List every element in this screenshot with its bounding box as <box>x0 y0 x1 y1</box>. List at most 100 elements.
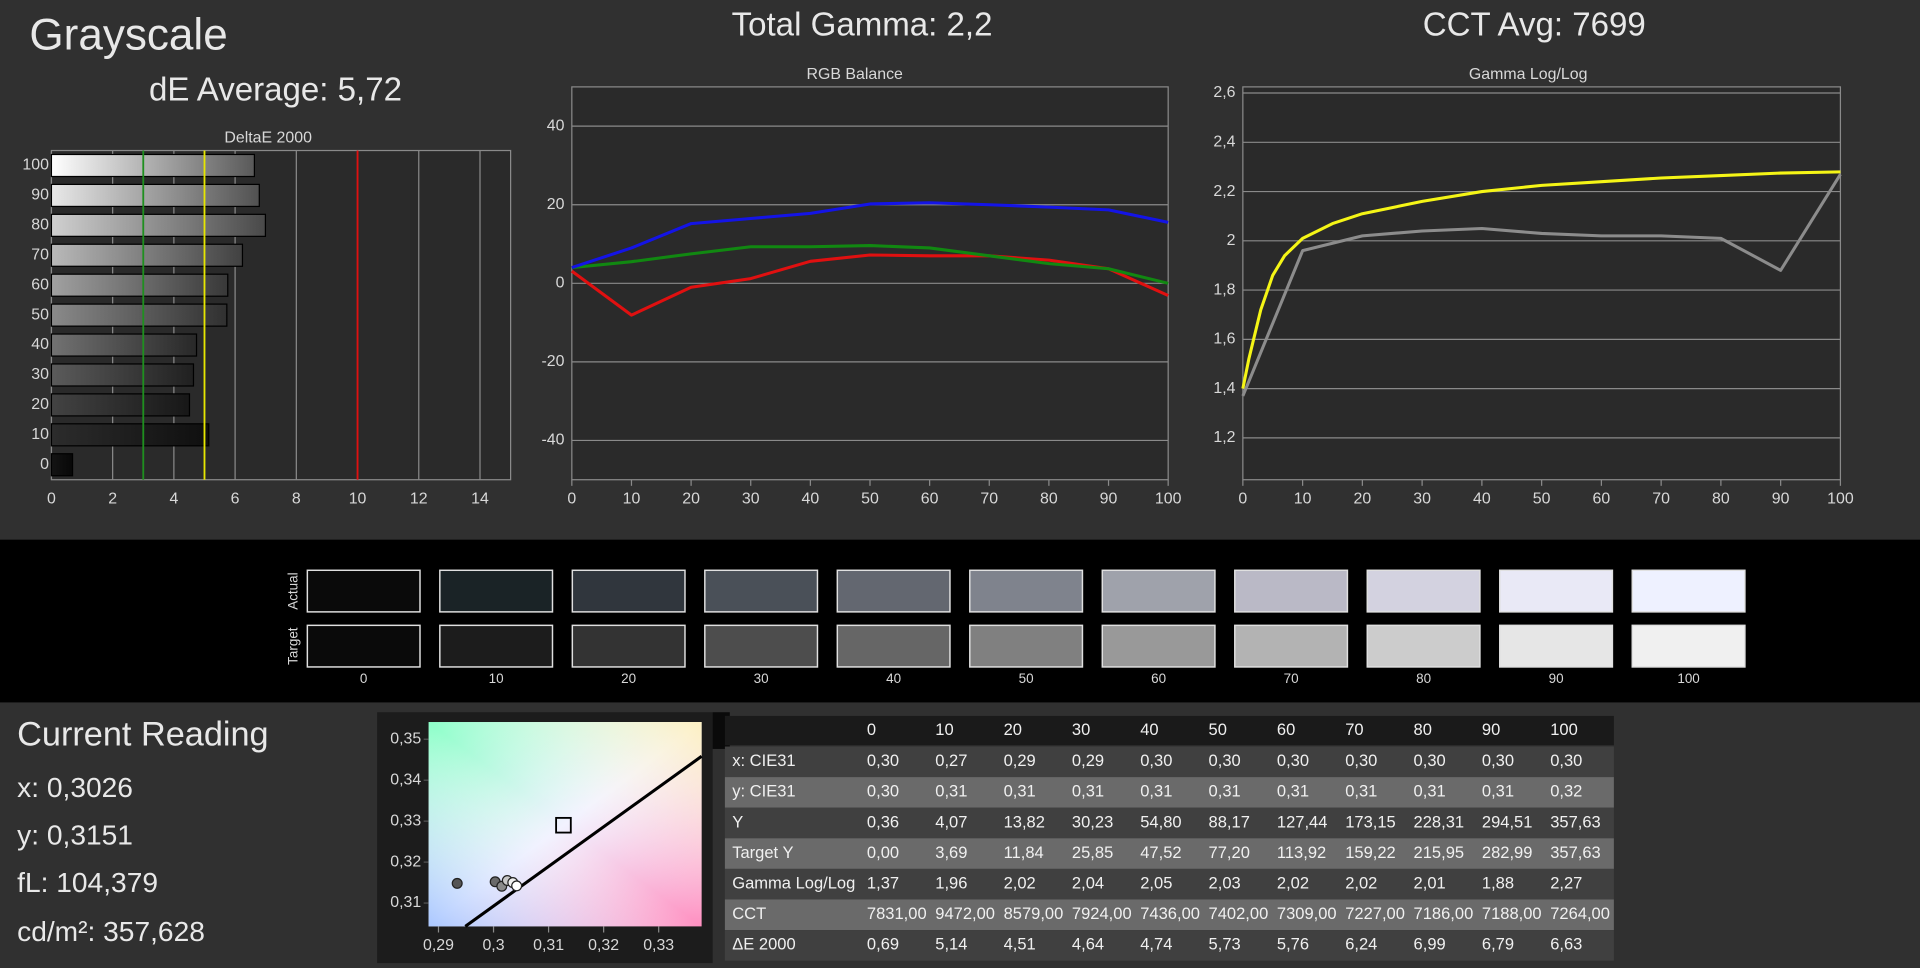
table-cell: 7227,00 <box>1345 904 1405 923</box>
target-point <box>555 816 572 834</box>
x-tick-label: 6 <box>231 491 240 508</box>
table-cell: 7402,00 <box>1209 904 1269 923</box>
x-tick-label: 50 <box>1533 491 1551 508</box>
table-row-label: Y <box>732 812 743 831</box>
table-row <box>724 930 1614 961</box>
y-category-label: 0 <box>40 456 49 473</box>
bar <box>50 153 255 178</box>
table-cell: 357,63 <box>1550 812 1601 831</box>
swatch-row-label: Actual <box>285 572 300 609</box>
table-cell: 0,30 <box>867 751 899 770</box>
reading-line: x: 0,3026 <box>17 772 133 803</box>
y-tick-label: 0,33 <box>390 812 421 829</box>
bar <box>50 213 267 237</box>
plot-area <box>1242 86 1842 481</box>
table-cell: 7188,00 <box>1482 904 1542 923</box>
table-cell: 30,23 <box>1072 812 1113 831</box>
table-cell: 4,07 <box>935 812 967 831</box>
y-tick-label: 2 <box>1227 232 1236 249</box>
y-category-label: 30 <box>31 366 49 383</box>
table-row-label: Target Y <box>732 843 793 862</box>
x-tick-label: 60 <box>1593 491 1611 508</box>
table-cell: 0,31 <box>1209 782 1241 801</box>
table-cell: 0,31 <box>1482 782 1514 801</box>
y-tick-label: 0,35 <box>390 730 421 747</box>
swatch-panel <box>0 539 1920 703</box>
table-cell: 0,00 <box>867 843 899 862</box>
actual-swatch <box>1631 569 1746 613</box>
table-cell: 0,30 <box>1140 751 1172 770</box>
target-swatch <box>1101 624 1216 668</box>
x-tick-label: 0,32 <box>588 937 619 954</box>
swatch-level-label: 90 <box>1549 671 1564 686</box>
table-row-label: Gamma Log/Log <box>732 874 855 893</box>
x-tick-label: 20 <box>682 491 700 508</box>
x-tick-label: 4 <box>169 491 178 508</box>
swatch-level-label: 30 <box>754 671 769 686</box>
table-cell: 0,31 <box>1072 782 1104 801</box>
table-row <box>724 807 1614 839</box>
x-tick-label: 0,31 <box>533 937 564 954</box>
x-tick-label: 50 <box>861 491 879 508</box>
table-cell: 4,64 <box>1072 935 1104 954</box>
x-tick-label: 2 <box>108 491 117 508</box>
table-column-header: 30 <box>1072 720 1090 739</box>
table-cell: 2,27 <box>1550 874 1582 893</box>
total-gamma: Total Gamma: 2,2 <box>732 7 993 44</box>
measured-point <box>511 880 523 892</box>
table-cell: 113,92 <box>1277 843 1326 862</box>
swatch-level-label: 20 <box>621 671 636 686</box>
table-cell: 0,31 <box>935 782 967 801</box>
table-cell: 11,84 <box>1004 843 1044 862</box>
actual-swatch <box>1499 569 1614 613</box>
table-cell: 5,14 <box>935 935 967 954</box>
table-column-header: 10 <box>935 720 953 739</box>
table-cell: 0,32 <box>1550 782 1582 801</box>
table-cell: 54,80 <box>1140 812 1181 831</box>
table-cell: 0,36 <box>867 812 899 831</box>
y-category-label: 100 <box>22 157 49 174</box>
x-tick-label: 0 <box>567 491 576 508</box>
x-tick-label: 0 <box>47 491 56 508</box>
table-header-band <box>724 715 1614 746</box>
x-tick-label: 12 <box>410 491 428 508</box>
bar <box>50 273 229 297</box>
swatch-level-label: 70 <box>1284 671 1299 686</box>
reading-line: y: 0,3151 <box>17 819 133 850</box>
table-column-header: 100 <box>1550 720 1578 739</box>
table-column-header: 0 <box>867 720 876 739</box>
y-tick-label: 0,32 <box>390 853 421 870</box>
table-cell: 0,30 <box>1345 751 1377 770</box>
x-tick-label: 100 <box>1827 491 1854 508</box>
y-tick-label: 2,4 <box>1213 134 1235 151</box>
table-cell: 6,63 <box>1550 935 1582 954</box>
reading-line: cd/m²: 357,628 <box>17 916 205 947</box>
x-tick-label: 80 <box>1040 491 1058 508</box>
table-cell: 0,31 <box>1345 782 1377 801</box>
table-column-header: 90 <box>1482 720 1500 739</box>
table-column-header: 60 <box>1277 720 1295 739</box>
x-tick-label: 0,29 <box>423 937 454 954</box>
table-cell: 6,99 <box>1414 935 1446 954</box>
table-cell: 294,51 <box>1482 812 1533 831</box>
bar <box>50 243 244 267</box>
table-cell: 25,85 <box>1072 843 1113 862</box>
swatch-level-label: 50 <box>1019 671 1034 686</box>
table-cell: 0,31 <box>1004 782 1036 801</box>
table-cell: 7309,00 <box>1277 904 1337 923</box>
y-tick-label: 0,31 <box>390 894 421 911</box>
x-tick-label: 90 <box>1100 491 1118 508</box>
table-cell: 2,03 <box>1209 874 1241 893</box>
table-cell: 0,30 <box>1550 751 1582 770</box>
chart-title: DeltaE 2000 <box>224 129 312 146</box>
table-column-header: 80 <box>1414 720 1432 739</box>
table-cell: 88,17 <box>1209 812 1250 831</box>
table-cell: 159,22 <box>1345 843 1396 862</box>
table-cell: 47,52 <box>1140 843 1181 862</box>
table-cell: 0,30 <box>1209 751 1241 770</box>
target-swatch <box>439 624 554 668</box>
table-cell: 127,44 <box>1277 812 1328 831</box>
actual-swatch <box>1234 569 1349 613</box>
de-average: dE Average: 5,72 <box>149 72 402 109</box>
series-line <box>570 253 1169 317</box>
